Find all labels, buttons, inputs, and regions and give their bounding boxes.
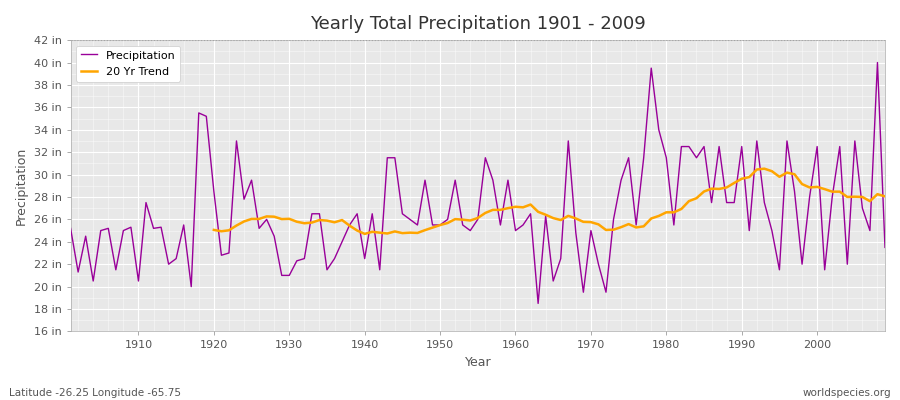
- Precipitation: [533, 301, 544, 306]
- 20 Yr Trend: [419, 228, 430, 232]
- 20 Yr Trend: [209, 228, 220, 232]
- Precipitation: [510, 228, 521, 233]
- 20 Yr Trend: [683, 199, 694, 204]
- 20 Yr Trend: [759, 166, 769, 171]
- Precipitation: [292, 258, 302, 263]
- 20 Yr Trend: [879, 194, 890, 199]
- 20 Yr Trend: [796, 182, 807, 186]
- Precipitation: [125, 225, 136, 230]
- Text: Latitude -26.25 Longitude -65.75: Latitude -26.25 Longitude -65.75: [9, 388, 181, 398]
- Precipitation: [608, 217, 619, 222]
- Legend: Precipitation, 20 Yr Trend: Precipitation, 20 Yr Trend: [76, 46, 180, 82]
- Precipitation: [502, 178, 513, 182]
- 20 Yr Trend: [781, 170, 792, 175]
- Text: worldspecies.org: worldspecies.org: [803, 388, 891, 398]
- X-axis label: Year: Year: [464, 356, 491, 369]
- Line: 20 Yr Trend: 20 Yr Trend: [214, 169, 885, 234]
- Precipitation: [879, 245, 890, 250]
- Y-axis label: Precipitation: Precipitation: [15, 147, 28, 225]
- Precipitation: [872, 60, 883, 65]
- Line: Precipitation: Precipitation: [70, 62, 885, 304]
- 20 Yr Trend: [865, 199, 876, 204]
- Title: Yearly Total Precipitation 1901 - 2009: Yearly Total Precipitation 1901 - 2009: [310, 15, 645, 33]
- Precipitation: [337, 239, 347, 244]
- Precipitation: [65, 226, 76, 231]
- 20 Yr Trend: [299, 221, 310, 226]
- 20 Yr Trend: [359, 232, 370, 236]
